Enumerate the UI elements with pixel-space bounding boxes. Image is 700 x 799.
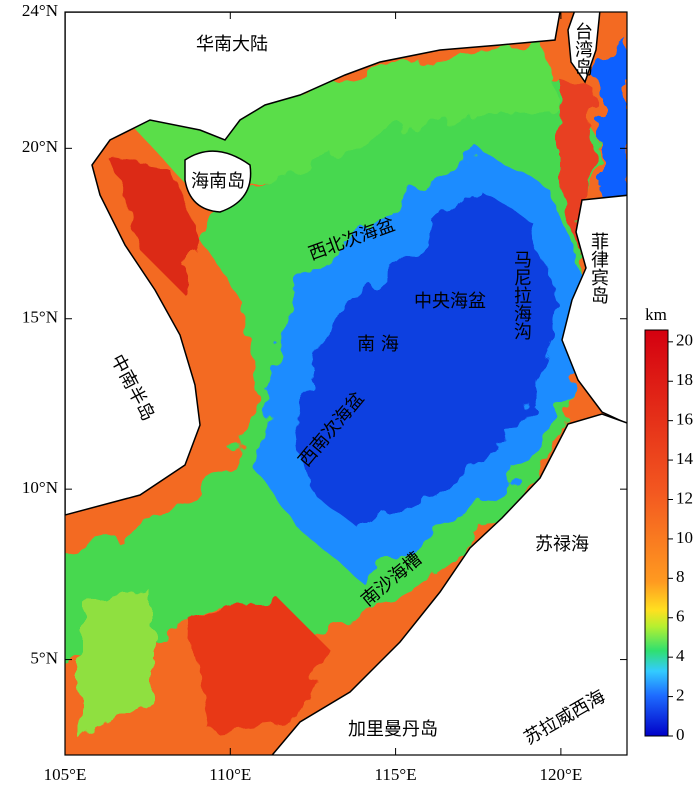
colorbar-tick-label: 0 [676, 725, 685, 744]
place-label: 台湾岛 [572, 22, 593, 77]
land [65, 12, 627, 755]
y-tick-label: 20°N [22, 137, 58, 156]
place-label: 苏禄海 [535, 534, 589, 555]
colorbar-tick-label: 10 [676, 528, 693, 547]
place-label: 加里曼丹岛 [348, 719, 438, 740]
x-tick-label: 110°E [209, 765, 251, 784]
map-frame [64, 11, 628, 756]
colorbar-tick-label: 18 [676, 370, 693, 389]
map-area [65, 12, 627, 755]
place-label: 南 海 [357, 334, 399, 355]
y-tick-label: 10°N [22, 478, 58, 497]
place-label: 中央海盆 [414, 291, 486, 312]
colorbar-tick-label: 8 [676, 567, 685, 586]
colorbar-tick-label: 16 [676, 410, 693, 429]
place-label: 华南大陆 [196, 34, 268, 55]
y-tick-label: 24°N [22, 1, 58, 20]
colorbar-title: km [645, 305, 667, 324]
x-tick-label: 120°E [540, 765, 583, 784]
x-tick-label: 115°E [375, 765, 417, 784]
colorbar-tick-label: 20 [676, 331, 693, 350]
colorbar-tick-label: 2 [676, 685, 685, 704]
x-tick-label: 105°E [44, 765, 87, 784]
place-label: 马尼拉海沟 [511, 250, 532, 341]
colorbar-tick-label: 12 [676, 488, 693, 507]
place-label: 菲律宾岛 [588, 232, 609, 305]
y-tick-label: 5°N [30, 648, 58, 667]
colorbar-tick-label: 6 [676, 607, 685, 626]
colorbar-tick-label: 14 [676, 449, 694, 468]
colorbar [644, 329, 669, 737]
y-tick-label: 15°N [22, 308, 58, 327]
place-label: 海南岛 [191, 171, 245, 192]
colorbar-tick-label: 4 [676, 646, 685, 665]
